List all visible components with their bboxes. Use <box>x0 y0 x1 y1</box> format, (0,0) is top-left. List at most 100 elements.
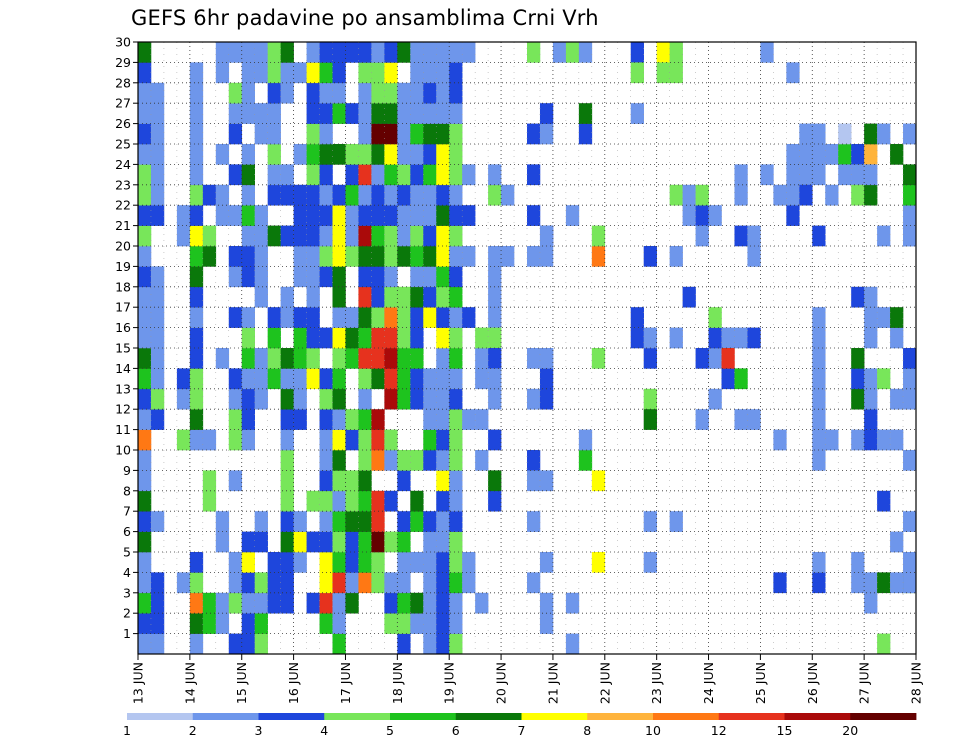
x-tick-label: 22 JUN <box>597 662 612 704</box>
heatmap-cell <box>669 42 683 63</box>
heatmap-cell <box>332 246 346 267</box>
heatmap-cell <box>371 205 385 226</box>
heatmap-cell <box>903 450 917 471</box>
heatmap-cell <box>630 62 644 84</box>
heatmap-cell <box>358 348 372 369</box>
heatmap-cell <box>358 246 372 267</box>
colorbar-swatch <box>850 713 917 720</box>
colorbar-label: 10 <box>645 723 661 738</box>
heatmap-cell <box>890 429 904 451</box>
heatmap-cell <box>280 470 294 492</box>
heatmap-cell <box>358 409 372 430</box>
heatmap-cell <box>371 246 385 267</box>
heatmap-cell <box>695 184 709 206</box>
y-tick-label: 4 <box>123 565 131 580</box>
heatmap-cell <box>371 307 385 328</box>
heatmap-cell <box>397 307 411 328</box>
heatmap-cell <box>851 164 865 186</box>
heatmap-cell <box>721 368 735 390</box>
heatmap-cell <box>319 592 333 614</box>
heatmap-cell <box>812 327 826 349</box>
heatmap-cell <box>643 388 657 410</box>
heatmap-cell <box>358 62 372 84</box>
y-tick-label: 24 <box>115 157 131 172</box>
heatmap-cell <box>345 103 359 124</box>
heatmap-cell <box>669 327 683 349</box>
heatmap-cell <box>410 144 424 165</box>
heatmap-cell <box>138 42 152 63</box>
x-tick-label: 20 JUN <box>494 662 509 704</box>
heatmap-cell <box>890 388 904 410</box>
heatmap-cell <box>423 144 437 165</box>
y-tick-label: 14 <box>115 361 131 376</box>
heatmap-cell <box>254 368 268 390</box>
heatmap-cell <box>449 225 463 247</box>
heatmap-cell <box>280 62 294 84</box>
colorbar-label: 3 <box>255 723 263 738</box>
heatmap-cell <box>306 592 320 614</box>
heatmap-cell <box>332 62 346 84</box>
heatmap-cell <box>371 490 385 512</box>
heatmap-cell <box>371 184 385 206</box>
heatmap-cell <box>384 368 398 390</box>
heatmap-cell <box>150 205 165 226</box>
heatmap-cell <box>864 327 878 349</box>
heatmap-cell <box>436 368 450 390</box>
heatmap-cell <box>332 42 346 63</box>
heatmap-cell <box>228 246 243 267</box>
heatmap-cell <box>280 429 294 451</box>
heatmap-cell <box>319 225 333 247</box>
heatmap-cell <box>643 327 657 349</box>
heatmap-cell <box>423 103 437 124</box>
heatmap-cell <box>773 184 787 206</box>
heatmap-cell <box>565 592 580 614</box>
heatmap-cell <box>903 572 917 594</box>
heatmap-cell <box>877 633 891 655</box>
heatmap-cell <box>280 490 294 512</box>
heatmap-cell <box>449 327 463 349</box>
heatmap-cell <box>812 348 826 369</box>
heatmap-cell <box>475 409 489 430</box>
heatmap-cell <box>449 62 463 84</box>
heatmap-cell <box>812 429 826 451</box>
heatmap-cell <box>630 307 644 328</box>
heatmap-cell <box>228 164 243 186</box>
heatmap-cell <box>267 103 281 124</box>
heatmap-cell <box>851 429 865 451</box>
heatmap-cell <box>864 286 878 308</box>
heatmap-cell <box>397 572 411 594</box>
heatmap-cell <box>695 348 709 369</box>
heatmap-cell <box>228 470 243 492</box>
heatmap-cell <box>358 327 372 349</box>
heatmap-cell <box>293 368 307 390</box>
heatmap-cell <box>410 286 424 308</box>
heatmap-cell <box>306 123 320 145</box>
heatmap-cell <box>254 348 268 369</box>
heatmap-cell <box>280 450 294 471</box>
x-tick-label: 28 JUN <box>909 662 924 704</box>
heatmap-cell <box>138 184 152 206</box>
chart-title: GEFS 6hr padavine po ansamblima Crni Vrh <box>131 6 599 30</box>
heatmap-cell <box>241 42 255 63</box>
x-tick-label: 26 JUN <box>805 662 820 704</box>
heatmap-cell <box>423 164 437 186</box>
heatmap-cell <box>423 266 437 288</box>
heatmap-cell <box>138 82 152 104</box>
heatmap-cell <box>280 225 294 247</box>
heatmap-cell <box>488 470 502 492</box>
heatmap-cell <box>786 144 800 165</box>
heatmap-cell <box>397 286 411 308</box>
heatmap-cell <box>423 184 437 206</box>
heatmap-cell <box>812 307 826 328</box>
heatmap-cell <box>189 164 204 186</box>
heatmap-cell <box>877 572 891 594</box>
heatmap-cell <box>812 572 826 594</box>
heatmap-cell <box>306 327 320 349</box>
y-tick-label: 27 <box>115 96 131 111</box>
heatmap-cell <box>176 388 191 410</box>
heatmap-cell <box>773 429 787 451</box>
heatmap-cell <box>306 286 320 308</box>
heatmap-cell <box>384 184 398 206</box>
heatmap-cell <box>436 348 450 369</box>
heatmap-cells <box>138 42 917 655</box>
